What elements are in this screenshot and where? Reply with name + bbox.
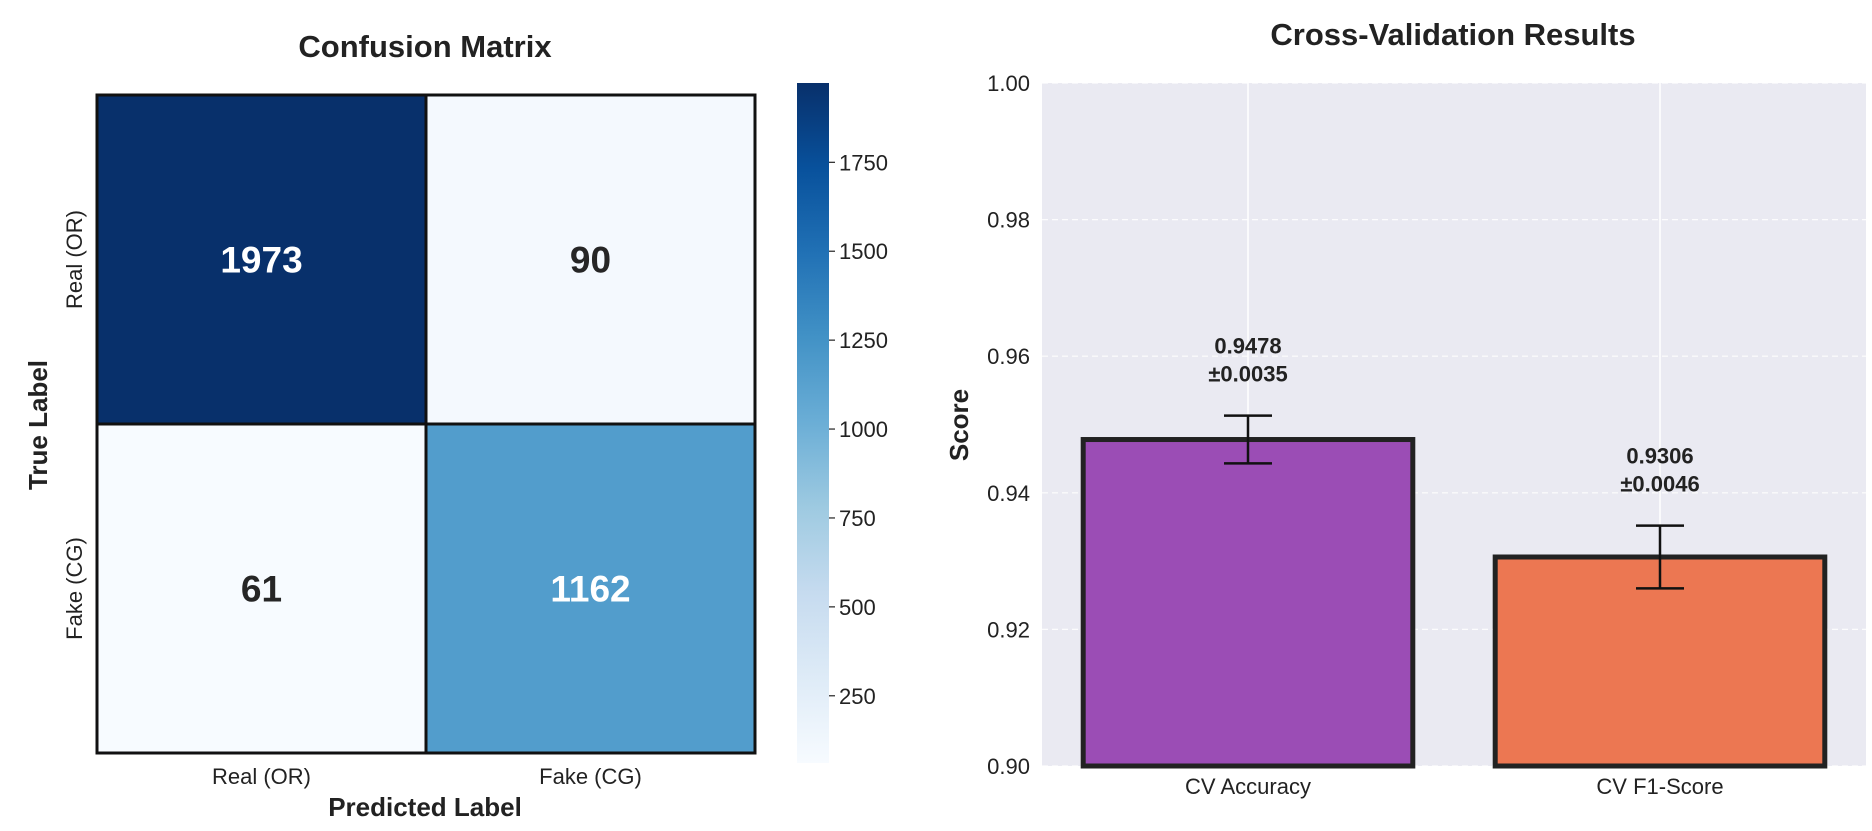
heatmap-y-tick-label: Fake (CG) <box>62 537 87 640</box>
heatmap-cells: 1973 90 61 1162 <box>95 93 757 755</box>
heatmap-cell <box>424 93 757 426</box>
heatmap-x-tick-label: Real (OR) <box>212 764 311 789</box>
bar-y-label: Score <box>944 389 974 461</box>
confusion-matrix-panel: Confusion Matrix 1973 90 61 1162 Real (OR) F… <box>23 29 888 822</box>
colorbar-tick-label: 1500 <box>839 239 888 264</box>
bar-x-ticks: CV Accuracy CV F1-Score <box>1185 774 1724 799</box>
colorbar-tick-label: 750 <box>839 506 876 531</box>
heatmap-cell-value: 61 <box>241 569 282 610</box>
colorbar <box>797 83 829 763</box>
heatmap-y-label: True Label <box>23 360 53 490</box>
y-tick-label: 0.94 <box>987 481 1030 506</box>
colorbar-tick-label: 500 <box>839 595 876 620</box>
bar-chart-title: Cross-Validation Results <box>1270 17 1635 52</box>
y-tick-label: 0.90 <box>987 754 1030 779</box>
bar-error-label: ±0.0046 <box>1620 472 1699 497</box>
bar <box>1492 554 1828 769</box>
heatmap-y-tick-label: Real (OR) <box>62 210 87 309</box>
bar-value-label: 0.9306 <box>1626 444 1693 469</box>
heatmap-cell-value: 90 <box>570 240 611 281</box>
colorbar-tick-label: 250 <box>839 684 876 709</box>
heatmap-frame <box>96 94 756 754</box>
colorbar-tick-label: 1000 <box>839 417 888 442</box>
heatmap-cell <box>95 422 428 755</box>
colorbar-ticks: 250 500 750 1000 1250 1500 1750 <box>829 150 888 709</box>
y-tick-label: 1.00 <box>987 71 1030 96</box>
x-tick-label: CV F1-Score <box>1596 774 1723 799</box>
heatmap-x-ticks: Real (OR) Fake (CG) <box>212 764 642 789</box>
heatmap-cell <box>424 422 757 755</box>
x-tick-label: CV Accuracy <box>1185 774 1311 799</box>
heatmap-y-ticks: Real (OR) Fake (CG) <box>62 210 87 640</box>
y-tick-label: 0.98 <box>987 208 1030 233</box>
heatmap-cell-value: 1162 <box>550 569 630 610</box>
colorbar-tick-label: 1250 <box>839 328 888 353</box>
y-tick-label: 0.92 <box>987 617 1030 642</box>
bars: 0.9478 ±0.0035 0.9306 ±0.0046 <box>1080 334 1828 769</box>
bar-error-label: ±0.0035 <box>1208 362 1287 387</box>
heatmap-x-tick-label: Fake (CG) <box>539 764 642 789</box>
y-tick-label: 0.96 <box>987 344 1030 369</box>
heatmap-title: Confusion Matrix <box>298 29 552 64</box>
bar-value-label: 0.9478 <box>1214 334 1281 359</box>
heatmap-cell-value: 1973 <box>220 240 302 281</box>
heatmap-cell <box>95 93 428 426</box>
cv-results-panel: Cross-Validation Results 0.900.920.940.9… <box>944 17 1866 799</box>
bar-y-ticks: 0.90 0.92 0.94 0.96 0.98 1.00 <box>987 71 1030 779</box>
heatmap-x-label: Predicted Label <box>328 792 522 822</box>
colorbar-tick-label: 1750 <box>839 150 888 175</box>
bar <box>1080 437 1416 769</box>
